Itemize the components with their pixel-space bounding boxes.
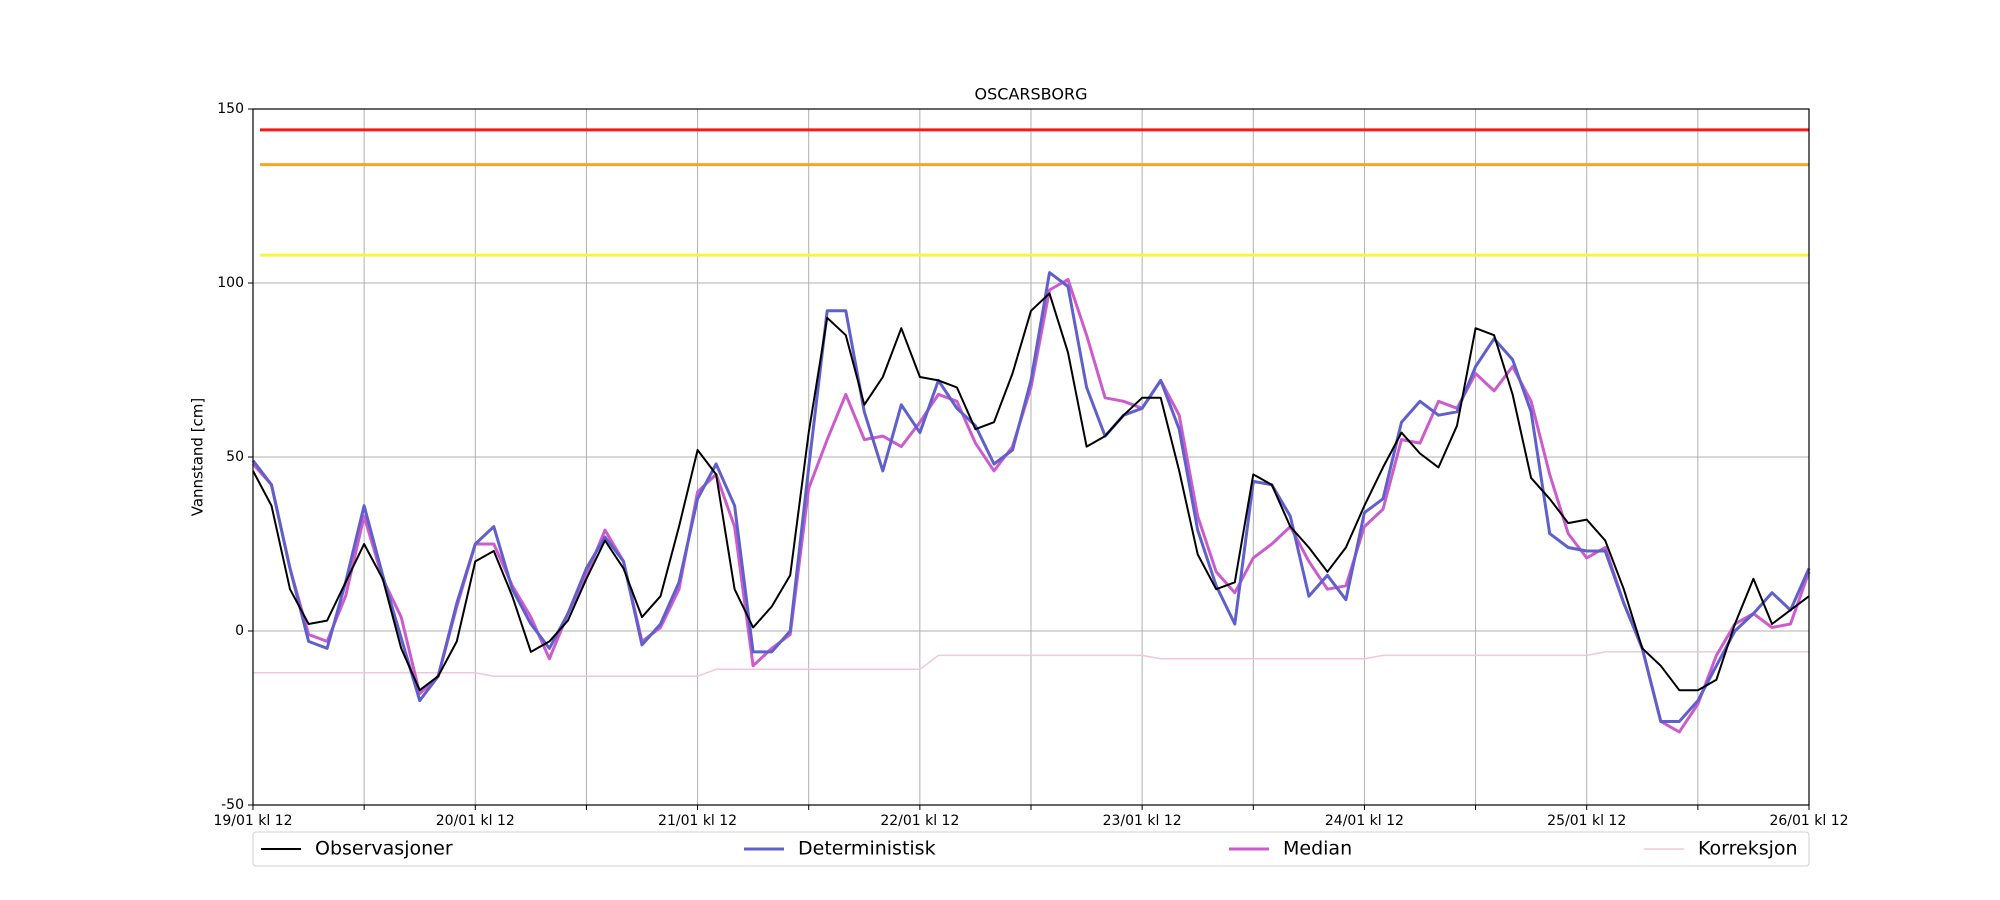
chart-title: OSCARSBORG <box>975 85 1088 104</box>
x-tick-label: 21/01 kl 12 <box>658 813 737 829</box>
y-axis-label: Vannstand [cm] <box>189 398 207 517</box>
data-line <box>253 651 1809 677</box>
legend-label: Deterministisk <box>798 838 936 860</box>
plot-frame <box>252 108 1810 806</box>
x-tick-label: 23/01 kl 12 <box>1103 813 1182 829</box>
legend: Observasjoner Deterministisk Median Korreks… <box>252 831 1810 867</box>
legend-label: Observasjoner <box>315 838 453 860</box>
x-tick-label: 25/01 kl 12 <box>1547 813 1626 829</box>
y-tick-label: 50 <box>226 449 244 465</box>
x-tick-label: 24/01 kl 12 <box>1325 813 1404 829</box>
y-tick-label: 150 <box>217 101 244 117</box>
data-line <box>252 292 1810 692</box>
grid <box>252 108 1810 806</box>
legend-box <box>252 831 1810 867</box>
legend-label: Korreksjon <box>1698 838 1798 860</box>
x-tick-label: 19/01 kl 12 <box>213 813 292 829</box>
y-tick-label: 100 <box>217 275 244 291</box>
legend-label: Median <box>1283 838 1352 860</box>
data-line <box>251 271 1811 723</box>
x-tick-label: 20/01 kl 12 <box>436 813 515 829</box>
x-tick-label: 22/01 kl 12 <box>880 813 959 829</box>
y-tick-label: -50 <box>221 797 244 813</box>
x-tick-label: 26/01 kl 12 <box>1769 813 1848 829</box>
y-tick-label: 0 <box>235 623 244 639</box>
